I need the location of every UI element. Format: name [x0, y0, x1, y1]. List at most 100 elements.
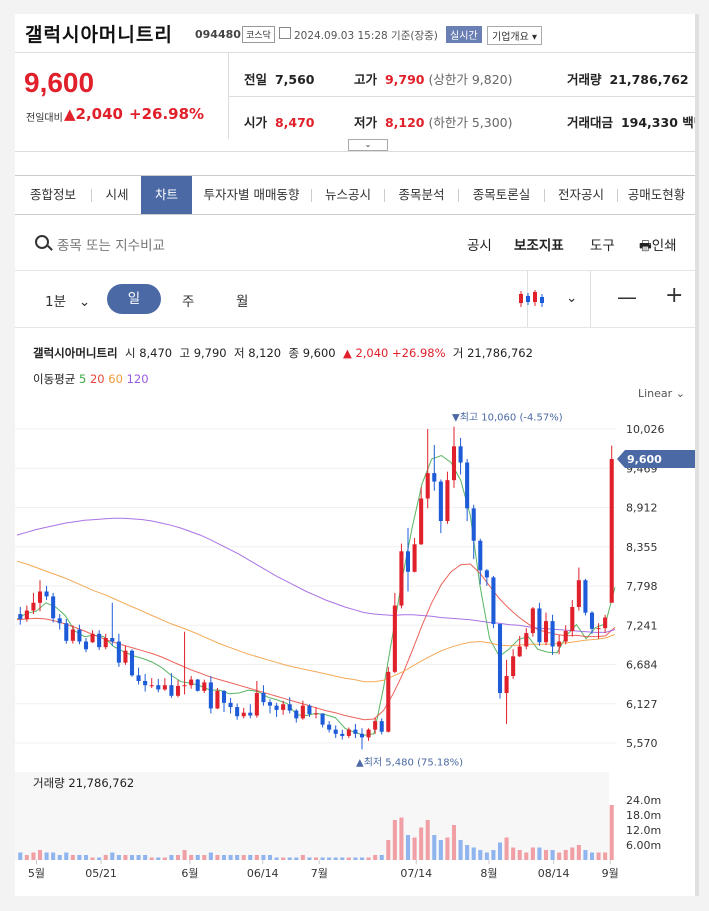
candle-body	[103, 638, 108, 648]
volume-bar	[346, 857, 351, 860]
volume-bar	[359, 857, 365, 860]
candle-body	[471, 508, 476, 541]
x-tick-label: 07/14	[400, 867, 432, 880]
volume-bar	[471, 847, 476, 860]
x-tick-label: 05/21	[85, 867, 117, 880]
volume-bar	[175, 855, 181, 860]
scale-mode-dropdown[interactable]: Linear ⌄	[638, 387, 685, 400]
volume-bar	[451, 825, 457, 860]
tab-discussion[interactable]: 종목토론실	[472, 187, 531, 202]
tab-short-selling[interactable]: 공매도현황	[627, 187, 686, 202]
volume-bar	[18, 852, 23, 860]
tab-chart[interactable]: 차트	[141, 176, 192, 214]
trade-amount: 거래대금 194,330 백만	[567, 115, 695, 130]
period-month[interactable]: 월	[236, 294, 249, 310]
price-summary: 9,600 전일대비 ▲2,040 +26.98% 전일 7,560 고가 9,…	[15, 53, 695, 152]
realtime-button[interactable]: 실시간	[446, 26, 482, 43]
stock-header: 갤럭시아머니트리 094480 코스닥 2024.09.03 15:28 기준(…	[15, 14, 695, 53]
candle-body	[267, 702, 273, 706]
candle-body	[550, 621, 555, 647]
candle-body	[589, 612, 595, 629]
x-tick-label: 6월	[181, 867, 198, 880]
tab-disclosure[interactable]: 전자공시	[557, 187, 604, 202]
y-tick-label: 5,570	[626, 737, 658, 750]
candle-body	[419, 498, 424, 545]
candle-body	[313, 713, 319, 715]
y-tick-label: 6,127	[626, 698, 658, 711]
x-tick-label: 08/14	[538, 867, 570, 880]
y-tick-label: 8,912	[626, 502, 658, 515]
tab-news[interactable]: 뉴스공시	[324, 187, 371, 202]
volume-bar	[37, 850, 43, 860]
price-chart[interactable]: 10,0269,4698,9128,3557,7987,2416,6846,12…	[15, 394, 695, 894]
candle-body	[208, 682, 213, 709]
period-day[interactable]: 일	[107, 284, 161, 314]
chevron-down-icon: ⌄	[566, 290, 578, 306]
zoom-in-button[interactable]: +	[665, 283, 684, 308]
volume-bar	[458, 840, 463, 860]
tab-analysis[interactable]: 종목분석	[398, 187, 445, 202]
y-tick-label: 7,798	[626, 580, 658, 593]
chart-stock-name: 갤럭시아머니트리	[33, 346, 118, 360]
x-tick-label: 06/14	[247, 867, 279, 880]
candle-body	[570, 606, 575, 631]
volume-bar	[419, 827, 424, 860]
candle-body	[189, 679, 194, 686]
volume-bar	[156, 857, 161, 860]
volume-bar	[320, 857, 325, 860]
volume-bar	[333, 857, 338, 860]
chevron-down-icon: ⌄	[364, 140, 372, 149]
period-week[interactable]: 주	[182, 294, 195, 310]
search-input[interactable]: 종목 또는 지수비교	[57, 238, 165, 254]
candle-body	[346, 729, 351, 736]
volume-bar	[143, 855, 148, 860]
candle-body	[228, 702, 233, 708]
search-icon[interactable]	[35, 235, 49, 249]
volume-bar	[438, 840, 443, 860]
y-tick-label: 8,355	[626, 541, 658, 554]
candle-body	[18, 614, 23, 619]
candle-body	[215, 690, 220, 709]
candle-body	[399, 551, 404, 606]
low-price: 저가 8,120 (하한가 5,300)	[354, 115, 513, 130]
corp-info-dropdown[interactable]: 기업개요 ▾	[487, 26, 543, 45]
candle-body	[195, 679, 200, 691]
volume-bar	[202, 855, 207, 860]
x-tick-label: 7월	[311, 867, 328, 880]
chart-type-dropdown[interactable]: ⌄	[566, 290, 577, 306]
volume-bar	[70, 855, 75, 860]
volume-bar	[51, 852, 56, 860]
menu-indicators[interactable]: 보조지표	[514, 238, 564, 254]
x-tick-label: 8월	[480, 867, 497, 880]
expand-toggle[interactable]: ⌄	[348, 139, 388, 151]
tab-quotes[interactable]: 시세	[105, 187, 129, 202]
open-price: 시가 8,470	[244, 115, 315, 130]
candle-body	[504, 676, 509, 693]
volume-bar	[31, 852, 36, 860]
menu-tools[interactable]: 도구	[590, 238, 615, 254]
candlestick-type-icon[interactable]	[517, 289, 545, 309]
volume-bar	[366, 857, 371, 860]
y-tick-label: 7,241	[626, 619, 658, 632]
volume-bar	[182, 850, 187, 860]
volume-bar	[64, 852, 69, 860]
volume-bar	[169, 855, 174, 860]
volume-bar	[267, 855, 273, 860]
candle-body	[405, 551, 411, 572]
print-button[interactable]: 🖶인쇄	[639, 238, 677, 254]
tab-overview[interactable]: 종합정보	[29, 187, 76, 202]
candle-body	[537, 608, 542, 643]
candle-body	[327, 724, 332, 730]
candle-body	[307, 705, 312, 715]
candle-body	[320, 713, 325, 725]
candle-body	[517, 646, 522, 657]
volume-bar	[589, 852, 595, 860]
volume-bar	[162, 857, 167, 860]
candle-body	[70, 629, 75, 641]
tab-investor-trading[interactable]: 투자자별 매매동향	[203, 187, 300, 202]
candle-body	[557, 641, 562, 647]
candle-body	[281, 704, 286, 710]
menu-disclosure[interactable]: 공시	[467, 238, 492, 254]
zoom-out-button[interactable]: —	[617, 285, 637, 309]
period-minute[interactable]: 1분 ⌄	[45, 294, 91, 310]
